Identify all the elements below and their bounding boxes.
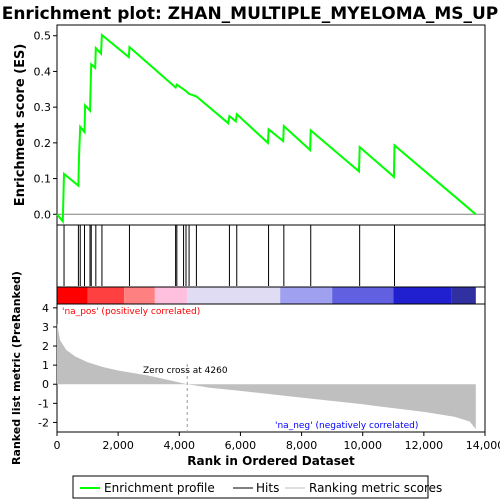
es-panel bbox=[57, 25, 485, 225]
metric-x-tick-label: 12,000 bbox=[405, 439, 444, 452]
metric-y-tick-label: 0 bbox=[42, 378, 49, 391]
color-bar-segment bbox=[451, 287, 475, 304]
metric-x-tick-label: 6,000 bbox=[225, 439, 257, 452]
es-y-axis: 0.0 0.1 0.2 0.3 0.4 0.5 bbox=[34, 30, 58, 222]
metric-y-tick-label: -1 bbox=[38, 397, 49, 410]
metric-x-tick-label: 0 bbox=[54, 439, 61, 452]
hits-panel bbox=[57, 225, 485, 287]
metric-y-tick-label: 2 bbox=[42, 340, 49, 353]
neg-correlated-label: 'na_neg' (negatively correlated) bbox=[275, 421, 418, 431]
metric-y-tick-label: 1 bbox=[42, 359, 49, 372]
color-bar-segment bbox=[187, 287, 280, 304]
color-bar-segment bbox=[88, 287, 125, 304]
metric-y-axis: -2 -1 0 1 2 3 4 bbox=[38, 302, 57, 430]
metric-y-tick-label: 3 bbox=[42, 321, 49, 334]
metric-x-tick-label: 4,000 bbox=[164, 439, 196, 452]
es-y-tick-label: 0.4 bbox=[34, 65, 52, 78]
color-bar-segment bbox=[57, 287, 88, 304]
chart-title: Enrichment plot: ZHAN_MULTIPLE_MYELOMA_M… bbox=[2, 4, 499, 24]
color-bar-segment bbox=[124, 287, 155, 304]
metric-x-tick-label: 2,000 bbox=[102, 439, 134, 452]
zero-cross-label: Zero cross at 4260 bbox=[143, 366, 228, 376]
ranking-color-bar bbox=[57, 287, 476, 304]
es-y-tick-label: 0.0 bbox=[34, 208, 52, 221]
es-y-tick-label: 0.3 bbox=[34, 101, 52, 114]
color-bar-segment bbox=[155, 287, 187, 304]
color-bar-segment bbox=[280, 287, 332, 304]
metric-x-axis: 0 2,000 4,000 6,000 8,000 10,000 12,000 14,000 bbox=[54, 432, 500, 452]
metric-x-tick-label: 8,000 bbox=[286, 439, 318, 452]
es-y-axis-label: Enrichment score (ES) bbox=[13, 44, 28, 207]
metric-panel bbox=[57, 304, 485, 432]
metric-x-tick-label: 14,000 bbox=[466, 439, 500, 452]
metric-x-tick-label: 10,000 bbox=[343, 439, 382, 452]
pos-correlated-label: 'na_pos' (positively correlated) bbox=[62, 307, 200, 317]
legend-metric-label: Ranking metric scores bbox=[309, 481, 442, 495]
metric-x-axis-label: Rank in Ordered Dataset bbox=[187, 454, 355, 468]
metric-y-tick-label: 4 bbox=[42, 302, 49, 315]
es-y-tick-label: 0.5 bbox=[34, 30, 52, 43]
es-y-tick-label: 0.2 bbox=[34, 137, 52, 150]
metric-y-axis-label: Ranked list metric (PreRanked) bbox=[10, 271, 23, 465]
legend-enrichment-label: Enrichment profile bbox=[104, 481, 215, 495]
legend-hits-label: Hits bbox=[256, 481, 279, 495]
color-bar-segment bbox=[393, 287, 451, 304]
es-y-tick-label: 0.1 bbox=[34, 173, 52, 186]
metric-y-tick-label: -2 bbox=[38, 416, 49, 429]
color-bar-segment bbox=[332, 287, 393, 304]
